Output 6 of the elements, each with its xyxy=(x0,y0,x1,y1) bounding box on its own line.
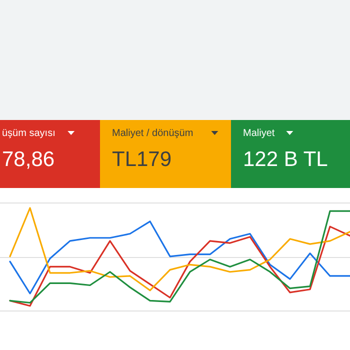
text: Maliyet / dönüşüm xyxy=(112,128,194,139)
text: üşüm sayısı xyxy=(2,128,56,139)
text: TL179 xyxy=(112,148,172,171)
text: Maliyet xyxy=(243,128,275,139)
text: 122 B TL xyxy=(243,148,328,171)
text: 78,86 xyxy=(2,148,55,171)
